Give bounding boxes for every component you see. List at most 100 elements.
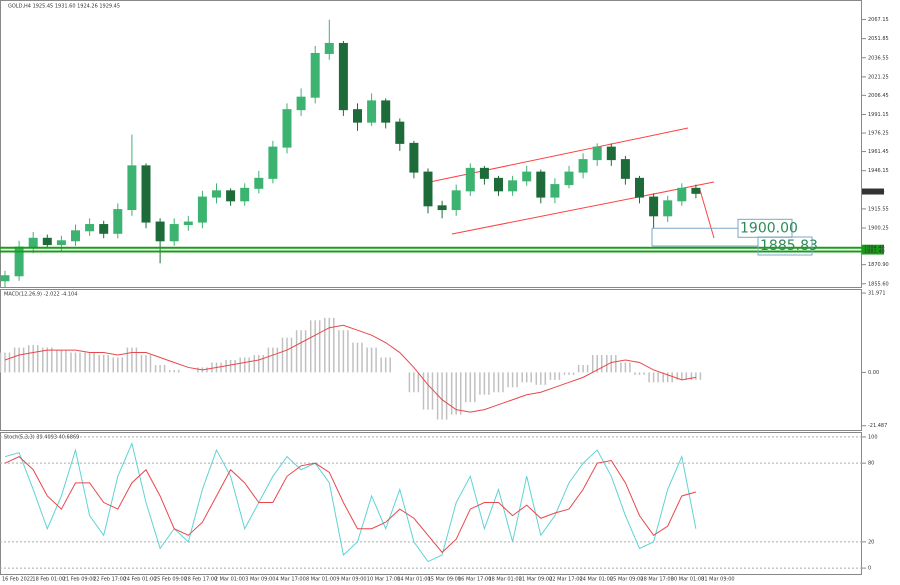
candle-body xyxy=(606,146,616,161)
candle-body xyxy=(691,187,701,194)
x-tick-label: 31 Mar 09:00 xyxy=(701,577,734,583)
candle-body xyxy=(367,100,377,123)
candle-body xyxy=(254,177,264,189)
projection xyxy=(699,189,715,239)
x-tick-label: 16 Feb 2022 xyxy=(2,577,33,583)
x-tick-label: 18 Mar 01:00 xyxy=(488,577,521,583)
annotation-label: 1885.83 xyxy=(760,238,818,254)
y-tick-label: 20 xyxy=(868,539,874,545)
y-tick-label: 2021.25 xyxy=(868,74,889,80)
level-label: 1884.46 xyxy=(864,245,885,251)
y-tick-label: 0.00 xyxy=(868,370,879,376)
level-label: 1881.40 xyxy=(864,249,885,255)
x-tick-label: 4 Mar 17:00 xyxy=(276,577,306,583)
annotation-box xyxy=(757,236,813,256)
candle-body xyxy=(0,275,10,282)
y-tick-label: 1870.90 xyxy=(868,262,889,268)
macd-signal xyxy=(4,324,696,413)
y-tick-label: -21.487 xyxy=(868,423,887,429)
x-tick-label: 28 Feb 17:00 xyxy=(184,577,217,583)
y-tick-label: 2067.15 xyxy=(868,17,889,23)
candle-body xyxy=(338,42,348,111)
stoch-main xyxy=(4,441,697,563)
x-tick-label: 9 Mar 09:00 xyxy=(336,577,366,583)
candle-body xyxy=(183,221,193,226)
stoch-frame xyxy=(0,432,862,575)
x-tick-label: 28 Mar 17:00 xyxy=(640,577,673,583)
candle-body xyxy=(141,165,151,223)
candle-body xyxy=(324,42,334,54)
candle-body xyxy=(282,109,292,148)
x-tick-label: 24 Mar 01:00 xyxy=(580,577,613,583)
main-frame xyxy=(0,0,862,288)
candle-body xyxy=(437,205,447,211)
candle-body xyxy=(635,177,644,198)
candle-body xyxy=(536,171,546,198)
x-tick-label: 14 Mar 01:00 xyxy=(397,577,430,583)
frames xyxy=(0,0,862,575)
candle-body xyxy=(268,146,278,179)
candle-body xyxy=(465,167,475,192)
y-tick-label: 100 xyxy=(868,434,878,440)
y-tick-label: 1855.60 xyxy=(868,281,889,287)
candle-body xyxy=(451,190,461,211)
stoch-signal xyxy=(4,456,697,554)
candle-body xyxy=(127,165,137,211)
y-tick-label: 2051.85 xyxy=(868,36,889,42)
y-tick-label: 80 xyxy=(868,461,874,467)
candle-body xyxy=(212,190,221,198)
macd-title: MACD(12,26,9) -2.022 -4.104 xyxy=(4,292,77,298)
x-tick-label: 30 Mar 01:00 xyxy=(671,577,704,583)
candle-body xyxy=(99,224,109,234)
x-tick-label: 2 Mar 01:00 xyxy=(215,577,245,583)
candle-body xyxy=(353,109,362,123)
candle-body xyxy=(550,184,560,198)
candle-body xyxy=(592,146,602,161)
y-tick-label: 1961.45 xyxy=(868,149,889,155)
candle-body xyxy=(423,171,433,207)
candle-body xyxy=(56,240,66,246)
candle-body xyxy=(508,180,518,192)
candle-body xyxy=(155,221,165,242)
y-tick-label: 1915.55 xyxy=(868,206,889,212)
x-tick-label: 15 Mar 09:00 xyxy=(428,577,461,583)
candle-body xyxy=(578,159,588,173)
candle-body xyxy=(240,187,250,202)
candle-body xyxy=(494,177,503,192)
y-tick-label: 2006.45 xyxy=(868,93,889,99)
y-tick-label: 1976.25 xyxy=(868,131,889,137)
y-tick-label: 31.971 xyxy=(868,291,886,297)
candle-body xyxy=(663,200,673,217)
x-tick-label: 8 Mar 01:00 xyxy=(306,577,336,583)
x-tick-label: 16 Mar 17:00 xyxy=(458,577,491,583)
last-price-label: 1929.45 xyxy=(864,189,885,195)
x-tick-label: 3 Mar 09:00 xyxy=(245,577,275,583)
annotation-label: 1900.00 xyxy=(740,220,798,236)
candle-body xyxy=(522,171,532,182)
candle-body xyxy=(479,167,489,179)
x-tick-label: 21 Mar 09:00 xyxy=(519,577,552,583)
x-tick-label: 18 Feb 01:00 xyxy=(32,577,65,583)
candle-body xyxy=(71,230,80,242)
candle-body xyxy=(649,196,659,217)
candle-body xyxy=(409,142,419,173)
last-price-bg xyxy=(862,188,884,195)
level-label-bg xyxy=(862,244,884,251)
y-tick-label: 1946.15 xyxy=(868,168,889,174)
candle-body xyxy=(226,190,236,202)
candle-body xyxy=(28,237,38,248)
x-tick-label: 22 Mar 17:00 xyxy=(549,577,582,583)
level-label-bg xyxy=(862,248,884,255)
candle-body xyxy=(564,171,574,186)
x-tick-label: 21 Feb 09:00 xyxy=(63,577,96,583)
candle-body xyxy=(169,224,179,242)
candle-body xyxy=(381,100,391,123)
x-tick-label: 25 Mar 09:00 xyxy=(610,577,643,583)
main-title: GOLD,H4 1925.45 1931.60 1924.26 1929.45 xyxy=(8,4,120,10)
x-tick-label: 24 Feb 01:00 xyxy=(124,577,157,583)
y-tick-label: 0 xyxy=(868,566,871,572)
candle-body xyxy=(197,196,207,223)
x-tick-label: 10 Mar 17:00 xyxy=(367,577,400,583)
